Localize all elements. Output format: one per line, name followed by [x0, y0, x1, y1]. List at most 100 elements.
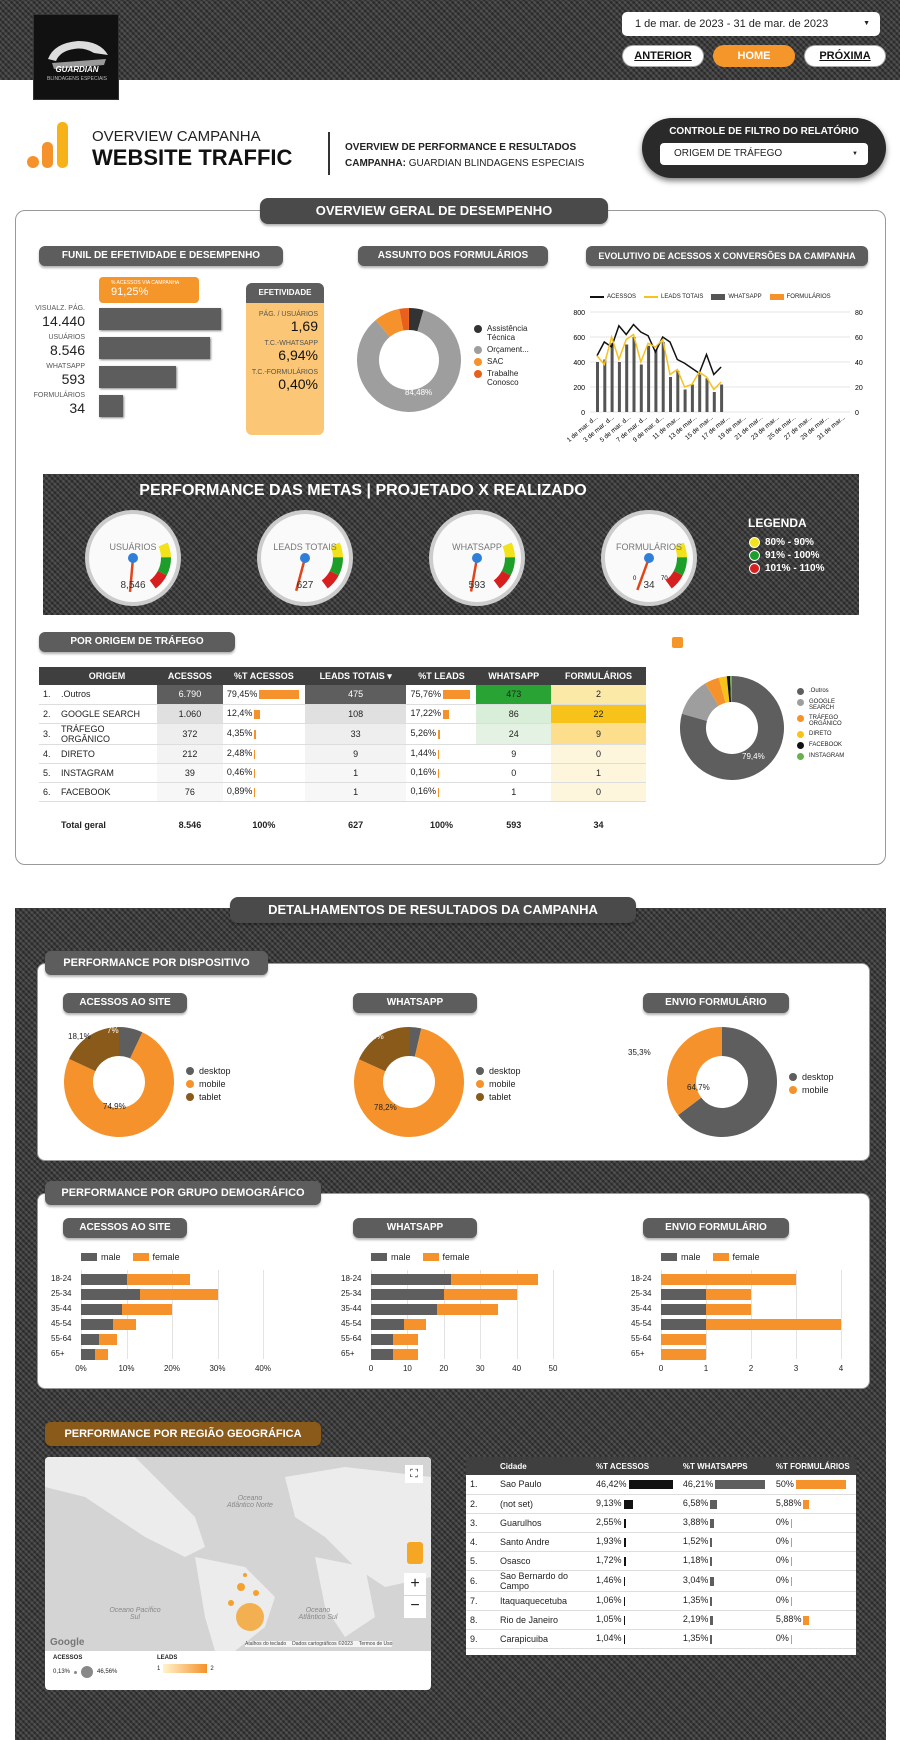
- gauge-label: WHATSAPP: [452, 542, 502, 552]
- map-zoom-out-button[interactable]: −: [404, 1596, 426, 1618]
- cidade-cell-bar: [790, 1556, 792, 1566]
- origem-row[interactable]: 1. .Outros 6.790 79,45% 475 75,76% 473 2: [39, 685, 646, 705]
- next-button[interactable]: PRÓXIMA: [804, 45, 886, 67]
- legend-dot-icon: [749, 563, 760, 574]
- origem-legend-label: INSTAGRAM: [809, 753, 845, 759]
- cidade-row[interactable]: 7. Itaquaquecetuba 1,06% 1,35% 0%: [466, 1591, 856, 1611]
- cidade-cell-bar: [710, 1537, 713, 1547]
- cidade-cell-bar: [710, 1634, 713, 1644]
- demografico-age-label: 65+: [631, 1349, 645, 1358]
- origem-total-label: Total geral: [61, 819, 106, 830]
- demografico-bar-male: [371, 1334, 393, 1345]
- evolutivo-acessos-line: [596, 323, 722, 376]
- origem-row[interactable]: 2. GOOGLE SEARCH 1.060 12,4% 108 17,22% 86 22: [39, 704, 646, 724]
- map-streetview-icon[interactable]: [407, 1542, 423, 1564]
- title-desc2-label: CAMPANHA:: [345, 158, 406, 169]
- world-map[interactable]: [45, 1457, 431, 1651]
- demografico-bar-male: [661, 1289, 706, 1300]
- dispositivo-slice-label: 74,9%: [103, 1102, 126, 1111]
- filter-select[interactable]: ORIGEM DE TRÁFEGO ▼: [660, 143, 868, 165]
- origem-cell-pct-leads: 5,26%: [406, 723, 477, 745]
- demografico-gridline: [516, 1270, 518, 1359]
- cidade-row[interactable]: 6. Sao Bernardo do Campo 1,46% 3,04% 0%: [466, 1570, 856, 1592]
- map-fullscreen-button[interactable]: ⛶: [405, 1465, 423, 1483]
- title-divider: [328, 132, 330, 175]
- cidade-row[interactable]: 8. Rio de Janeiro 1,05% 2,19% 5,88%: [466, 1610, 856, 1630]
- cidade-header-cell[interactable]: %T WHATSAPPS: [678, 1457, 772, 1475]
- origem-pie-slice: [705, 677, 726, 706]
- map-footer-link[interactable]: Dados cartográficos ©2023: [292, 1641, 353, 1647]
- map-ocean-south-label: Oceano Atlântico Sul: [298, 1607, 338, 1621]
- cidade-cell-value: 1,06%: [596, 1595, 622, 1606]
- cidade-header-cell[interactable]: %T FORMULÁRIOS: [771, 1457, 856, 1475]
- cidade-cell-bar: [623, 1634, 625, 1644]
- cidade-cell-a: 1,06%: [592, 1591, 679, 1611]
- origem-cell-whatsapp: 1: [476, 782, 551, 802]
- legend-dot-icon: [749, 550, 760, 561]
- demografico-bar-female: [81, 1289, 218, 1300]
- origem-pct-leads-value: 0,16%: [410, 786, 436, 797]
- evolutivo-bar: [610, 343, 614, 412]
- cidade-header-cell[interactable]: %T ACESSOS: [592, 1457, 679, 1475]
- map-zoom-in-button[interactable]: +: [404, 1573, 426, 1595]
- cidade-cell-a: 1,93%: [592, 1532, 679, 1552]
- demografico-age-label: 55-64: [341, 1334, 362, 1343]
- cidade-cell-value: 46,21%: [682, 1479, 714, 1490]
- cidade-header-cell[interactable]: Cidade: [496, 1457, 592, 1475]
- demografico-x-tick: 3: [793, 1364, 799, 1373]
- metas-panel: PERFORMANCE DAS METAS | PROJETADO X REAL…: [43, 474, 859, 615]
- map-footer-link[interactable]: Atalhos do teclado: [245, 1641, 287, 1647]
- cidade-row-number: 7.: [466, 1591, 496, 1611]
- origem-row-number: 6.: [39, 782, 57, 802]
- origem-pct-leads-value: 0,16%: [410, 767, 436, 778]
- origem-legend-label: GOOGLE SEARCH: [809, 699, 836, 711]
- gauge-label: LEADS TOTAIS: [273, 542, 337, 552]
- evolutivo-bar: [647, 345, 651, 412]
- legend-dot-icon: [186, 1067, 194, 1075]
- cidade-row[interactable]: 1. Sao Paulo 46,42% 46,21% 50%: [466, 1475, 856, 1495]
- map-footer-link[interactable]: Termos de Uso: [358, 1641, 393, 1647]
- legend-dot-icon: [476, 1080, 484, 1088]
- origem-legend-label: TRÁFEGO ORGÂNICO: [809, 715, 842, 727]
- evolutivo-bar: [654, 349, 658, 412]
- cidade-row[interactable]: 3. Guarulhos 2,55% 3,88% 0%: [466, 1513, 856, 1533]
- prev-button[interactable]: ANTERIOR: [622, 45, 704, 67]
- origem-pct-acessos-value: 4,35%: [226, 728, 253, 739]
- origem-row-number: 4.: [39, 744, 57, 764]
- origem-cell-pct-leads: 75,76%: [406, 685, 477, 705]
- origem-row[interactable]: 6. FACEBOOK 76 0,89% 1 0,16% 1 0: [39, 782, 646, 802]
- origem-row[interactable]: 5. INSTAGRAM 39 0,46% 1 0,16% 0 1: [39, 763, 646, 783]
- cidade-row[interactable]: 4. Santo Andre 1,93% 1,52% 0%: [466, 1532, 856, 1552]
- dispositivo-donut: [354, 1027, 464, 1137]
- gauge-min: 0: [633, 576, 637, 582]
- cidade-row-number: 6.: [466, 1570, 496, 1592]
- demografico-age-label: 65+: [51, 1349, 65, 1358]
- demografico-legend: male female: [661, 1252, 760, 1262]
- origem-pct-leads-bar: [437, 729, 440, 739]
- origem-row[interactable]: 3. TRÁFEGO ORGÂNICO 372 4,35% 33 5,26% 24 9: [39, 723, 646, 745]
- origem-cell-formularios: 0: [550, 744, 646, 764]
- cidade-row-number: 5.: [466, 1551, 496, 1571]
- origem-info-icon[interactable]: [672, 637, 683, 648]
- cidade-row[interactable]: 2. (not set) 9,13% 6,58% 5,88%: [466, 1494, 856, 1514]
- origem-legend-item: .Outros: [797, 688, 877, 695]
- cidade-cell-value: 3,04%: [682, 1575, 709, 1586]
- date-range-picker[interactable]: 1 de mar. de 2023 - 31 de mar. de 2023 ▼: [622, 12, 880, 36]
- demografico-legend-label: male: [391, 1252, 411, 1262]
- cidade-cell-value: 2,55%: [596, 1517, 622, 1528]
- map-ocean-north-label: Oceano Atlântico Norte: [227, 1495, 273, 1509]
- origem-pie-slice: [726, 676, 732, 703]
- origem-row[interactable]: 4. DIRETO 212 2,48% 9 1,44% 9 0: [39, 744, 646, 764]
- meta-gauge: LEADS TOTAIS 627: [257, 510, 353, 606]
- demografico-age-label: 45-54: [341, 1319, 362, 1328]
- origem-header-cell[interactable]: LEADS TOTAIS ▾: [304, 667, 407, 685]
- cidade-header-cell[interactable]: [466, 1457, 496, 1475]
- cidade-row[interactable]: 5. Osasco 1,72% 1,18% 0%: [466, 1551, 856, 1571]
- cidade-row[interactable]: 9. Carapicuiba 1,04% 1,35% 0%: [466, 1629, 856, 1649]
- cidade-cell-bar: [710, 1499, 718, 1509]
- map-legend-gradient: [163, 1664, 208, 1673]
- home-button[interactable]: HOME: [713, 45, 795, 67]
- origem-cell-pct-leads: 17,22%: [406, 704, 477, 724]
- legend-swatch-icon: [661, 1253, 677, 1261]
- legend-dot-icon: [789, 1073, 797, 1081]
